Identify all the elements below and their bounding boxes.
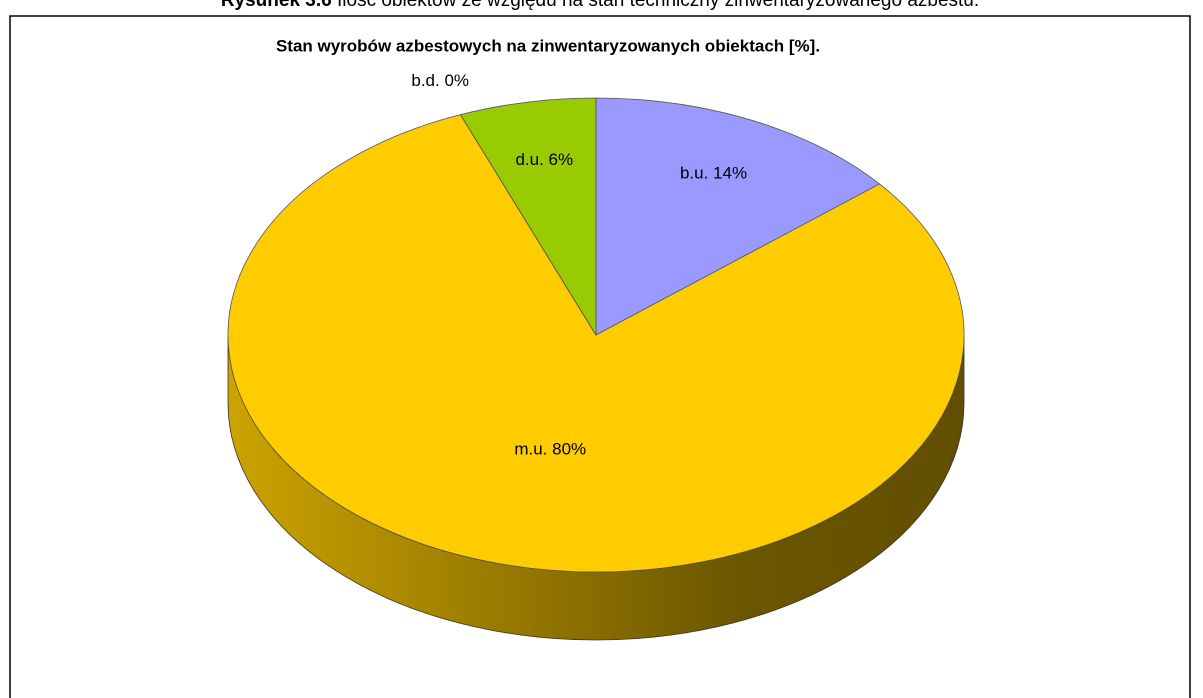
caption-text: Ilość obiektów ze względu na stan techni… [337, 0, 979, 11]
pie-slice [459, 97, 597, 337]
chart-title: Stan wyrobów azbestowych na zinwentaryzo… [276, 36, 820, 55]
pie-slice [595, 97, 881, 336]
pie-slice [227, 114, 965, 573]
data-label: m.u. 80% [514, 439, 586, 458]
data-label: d.u. 6% [515, 150, 573, 169]
plot: b.u. 14% m.u. 80% b.d. 0% d.u. 6% [227, 71, 965, 641]
caption: Rysunek 3.6 Ilość obiektów ze względu na… [221, 0, 979, 11]
data-label: b.d. 0% [411, 71, 469, 90]
data-label: b.u. 14% [680, 164, 747, 183]
caption-label: Rysunek 3.6 [221, 0, 332, 11]
